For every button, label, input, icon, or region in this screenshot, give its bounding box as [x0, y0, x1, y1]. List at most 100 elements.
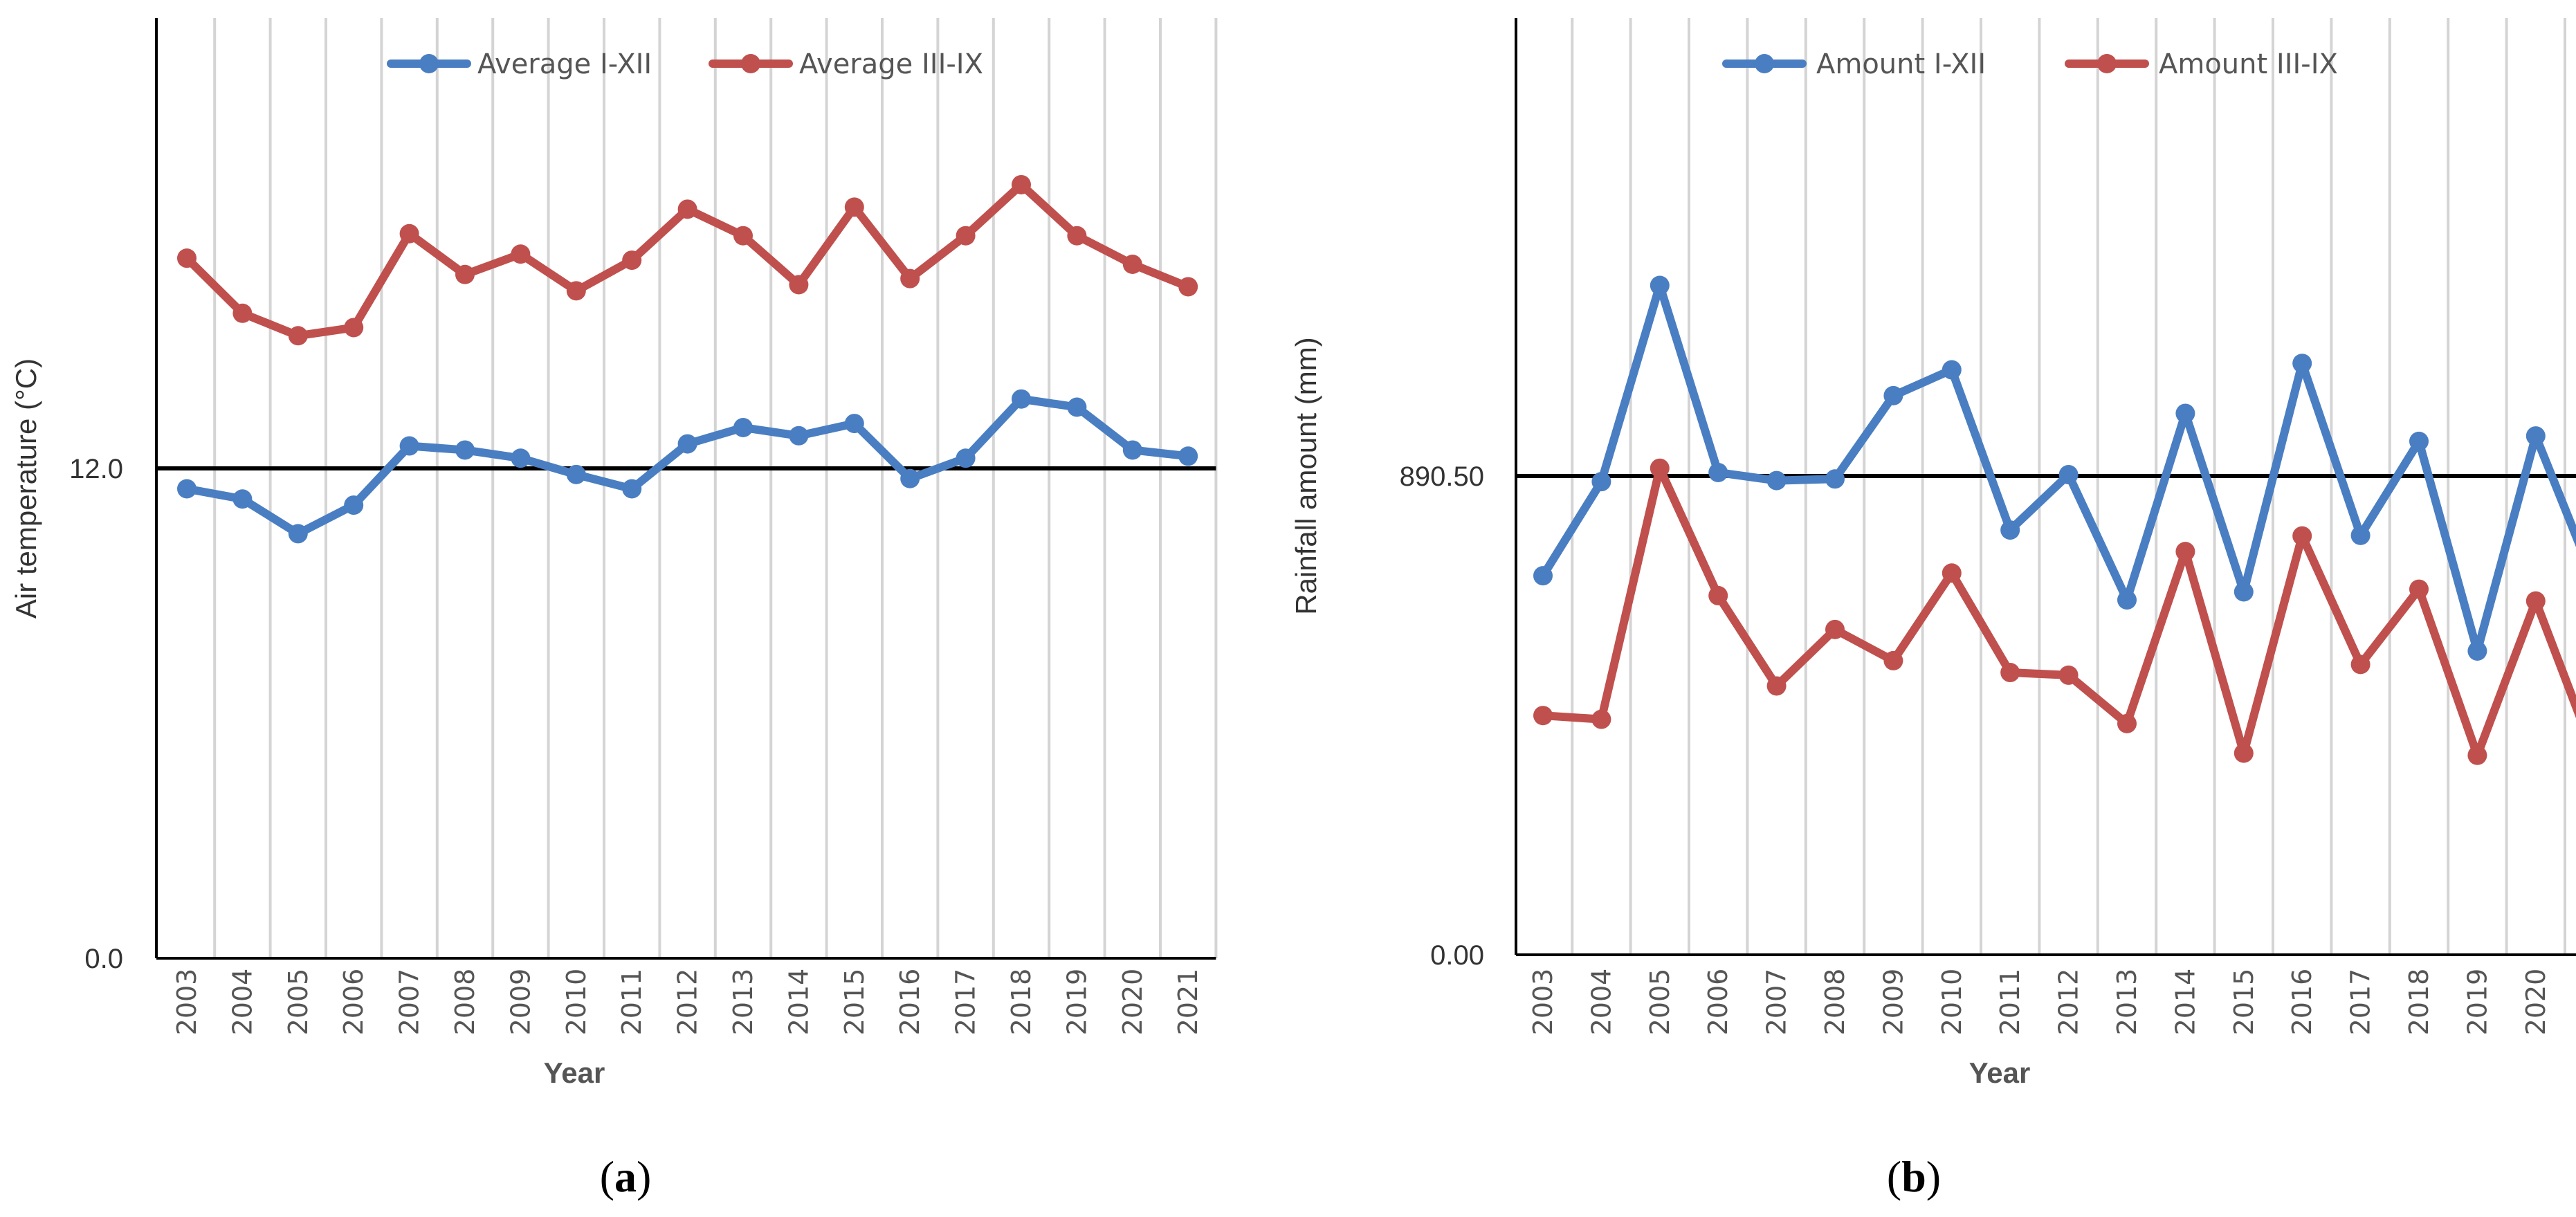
data-point [1533, 566, 1553, 586]
gridlines-a [213, 18, 1218, 958]
legend-label-1: Amount I-XII [1816, 48, 1986, 80]
data-point [1591, 709, 1611, 729]
x-tick-label: 2013 [2112, 969, 2142, 1036]
x-tick-labels-b: 2003 2004 2005 2006 2007 2008 2009 2010 2011 2012… [1528, 969, 2551, 1036]
series-group-b [1533, 275, 2576, 765]
data-point [1650, 458, 1670, 478]
x-tick-label: 2015 [2229, 969, 2259, 1036]
x-tick-labels-a: 2003 2004 2005 2006 2007 2008 2009 2010 2011 2012… [172, 969, 1203, 1036]
data-point [733, 418, 753, 437]
x-tick-label: 2017 [2346, 969, 2376, 1036]
x-tick-label: 2011 [1995, 969, 2025, 1036]
data-point [399, 436, 419, 456]
data-point [2467, 641, 2487, 661]
data-point [288, 326, 308, 346]
data-point [1708, 585, 1728, 605]
data-point [455, 264, 475, 284]
data-point [1766, 470, 1787, 491]
x-tick-label: 2005 [283, 969, 313, 1036]
x-tick-label: 2010 [1937, 969, 1967, 1036]
data-point [2350, 525, 2371, 545]
y-tick-label: 0.0 [84, 944, 123, 974]
data-point [1067, 226, 1087, 246]
data-point [1591, 472, 1611, 492]
gridlines-b [1571, 18, 2566, 955]
caption-b-letter: b [1901, 1152, 1926, 1201]
data-point [2000, 520, 2020, 540]
data-point [1012, 174, 1031, 194]
x-tick-label: 2006 [338, 969, 369, 1036]
data-point [2117, 713, 2137, 733]
legend-label-1: Average I-XII [477, 48, 652, 80]
x-tick-label: 2010 [561, 969, 592, 1036]
data-point [1122, 440, 1142, 460]
data-point [733, 226, 753, 246]
x-tick-label: 2014 [783, 969, 814, 1036]
data-point [455, 440, 475, 460]
data-point [1825, 469, 1845, 489]
data-point [177, 248, 197, 268]
x-tick-label: 2018 [1006, 969, 1036, 1036]
data-point [399, 223, 419, 244]
data-point [2292, 354, 2312, 374]
caption-a: (a) [600, 1152, 652, 1201]
data-point [566, 281, 586, 301]
x-tick-label: 2004 [1586, 969, 1616, 1036]
data-point [2234, 743, 2254, 763]
x-tick-label: 2003 [172, 969, 202, 1036]
data-point [232, 303, 253, 323]
data-point [789, 426, 809, 446]
legend-b: Amount I-XII Amount III-IX [1722, 48, 2338, 80]
legend-label-2: Amount III-IX [2159, 48, 2338, 80]
data-point [2000, 663, 2020, 683]
y-tick-labels-a: 0.0 12.0 [69, 454, 123, 974]
data-point [1708, 462, 1728, 482]
data-point [344, 495, 364, 515]
x-tick-label: 2013 [728, 969, 758, 1036]
x-tick-label: 2014 [2170, 969, 2200, 1036]
legend-marker-2 [741, 54, 760, 73]
data-point [2058, 665, 2079, 685]
data-point [677, 434, 697, 454]
data-point [1012, 389, 1031, 409]
data-point [1122, 255, 1142, 274]
data-point [566, 464, 586, 484]
data-point [844, 197, 864, 217]
legend-marker-1 [1755, 54, 1774, 73]
x-tick-label: 2016 [895, 969, 925, 1036]
caption-a-close: ) [637, 1152, 651, 1201]
data-point [622, 250, 642, 271]
data-point [2234, 582, 2254, 602]
data-point [1067, 397, 1087, 417]
data-point [511, 244, 531, 264]
y-tick-label: 12.0 [69, 454, 123, 484]
x-tick-label: 2019 [2462, 969, 2492, 1036]
x-tick-label: 2007 [1762, 969, 1792, 1036]
data-point [1178, 446, 1198, 466]
x-tick-label: 2009 [1878, 969, 1908, 1036]
x-tick-label: 2005 [1645, 969, 1675, 1036]
data-point [789, 275, 809, 295]
x-tick-label: 2011 [616, 969, 647, 1036]
x-tick-label: 2018 [2404, 969, 2434, 1036]
x-tick-label: 2006 [1703, 969, 1733, 1036]
y-tick-label: 0.00 [1430, 940, 1484, 971]
data-point [2525, 591, 2546, 611]
data-point [956, 448, 976, 468]
data-point [2292, 526, 2312, 546]
data-point [511, 448, 531, 468]
series-group-a [177, 174, 1198, 544]
data-point [232, 489, 253, 509]
data-point [1650, 275, 1670, 295]
x-tick-label: 2015 [839, 969, 870, 1036]
x-tick-label: 2020 [1117, 969, 1148, 1036]
data-point [900, 268, 920, 289]
x-tick-label: 2008 [450, 969, 480, 1036]
data-point [677, 199, 697, 219]
data-point [622, 479, 642, 499]
data-point [1178, 277, 1198, 297]
chart-panel-a: 0.0 12.0 2003 2004 2005 2006 2007 2008 2009 2010… [10, 18, 1218, 1089]
x-tick-label: 2019 [1061, 969, 1092, 1036]
